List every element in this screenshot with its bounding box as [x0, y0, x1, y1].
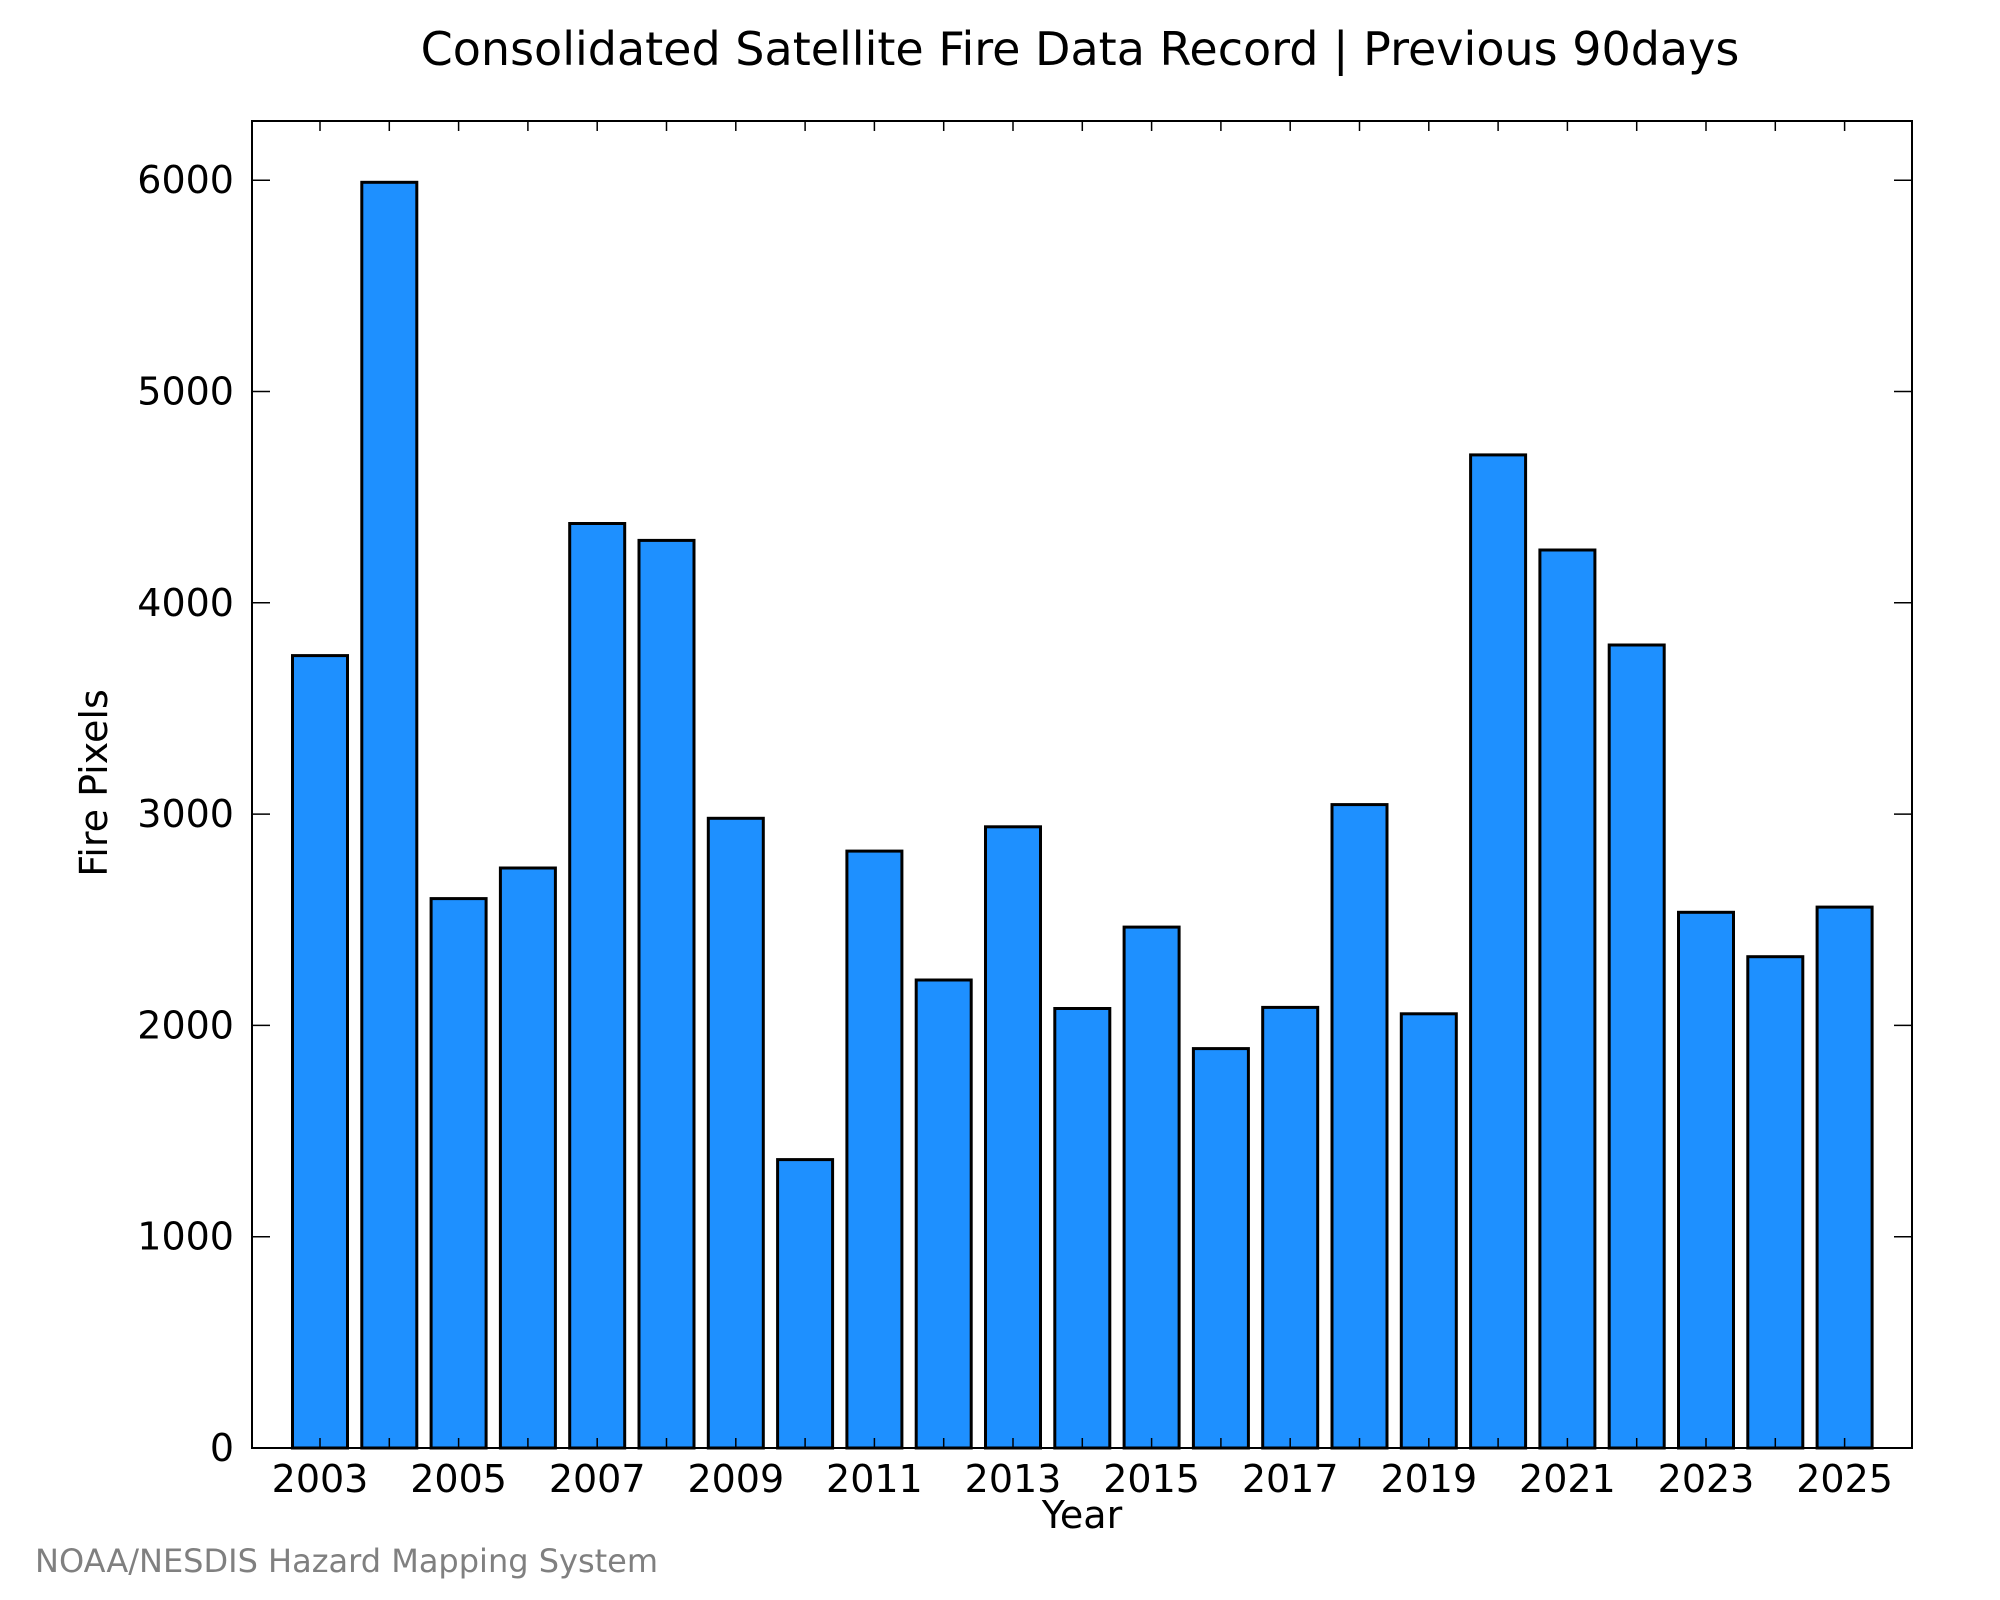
bars-layer: [291, 180, 1874, 1450]
bar-2006: [498, 866, 557, 1450]
y-tick-label-0: 0: [210, 1426, 234, 1470]
y-tick-label-2000: 2000: [137, 1003, 234, 1047]
bar-2021: [1538, 548, 1597, 1450]
x-tick-label-2023: 2023: [1658, 1457, 1755, 1501]
x-tick-label-2025: 2025: [1796, 1457, 1893, 1501]
chart-title: Consolidated Satellite Fire Data Record …: [421, 22, 1740, 77]
x-axis-label: Year: [1041, 1493, 1123, 1537]
bar-2024: [1746, 955, 1805, 1450]
y-tick-label-1000: 1000: [137, 1215, 234, 1259]
y-tick-label-5000: 5000: [137, 370, 234, 414]
bar-2010: [776, 1158, 835, 1450]
credit-text: NOAA/NESDIS Hazard Mapping System: [35, 1542, 658, 1580]
y-axis-label: Fire Pixels: [72, 689, 116, 877]
bar-2009: [706, 816, 765, 1450]
bar-2015: [1122, 925, 1181, 1450]
y-tick-label-3000: 3000: [137, 792, 234, 836]
x-tick-label-2017: 2017: [1242, 1457, 1339, 1501]
bar-2004: [360, 180, 419, 1450]
bar-2016: [1191, 1047, 1250, 1450]
x-tick-label-2009: 2009: [687, 1457, 784, 1501]
x-tick-label-2011: 2011: [826, 1457, 923, 1501]
bar-2005: [429, 897, 488, 1450]
x-tick-label-2019: 2019: [1380, 1457, 1477, 1501]
bar-2018: [1330, 803, 1389, 1450]
y-tick-label-6000: 6000: [137, 158, 234, 202]
y-tick-label-4000: 4000: [137, 581, 234, 625]
x-tick-label-2013: 2013: [965, 1457, 1062, 1501]
x-tick-label-2007: 2007: [549, 1457, 646, 1501]
bar-2012: [914, 978, 973, 1450]
x-tick-label-2021: 2021: [1519, 1457, 1616, 1501]
bar-2003: [291, 654, 349, 1450]
bar-2022: [1607, 643, 1666, 1450]
bar-2011: [845, 849, 904, 1450]
bar-2013: [984, 825, 1042, 1450]
x-tick-label-2003: 2003: [272, 1457, 369, 1501]
x-tick-label-2005: 2005: [410, 1457, 507, 1501]
bar-2014: [1053, 1007, 1112, 1450]
bar-2020: [1469, 453, 1528, 1450]
bar-2007: [568, 522, 627, 1450]
bar-2008: [637, 538, 696, 1450]
bar-2023: [1677, 910, 1735, 1450]
y-axis: 0 1000 2000 3000 4000 5000 6000: [137, 158, 1912, 1470]
bar-2017: [1261, 1005, 1320, 1450]
bar-2019: [1399, 1012, 1458, 1450]
bar-2025: [1815, 905, 1874, 1450]
x-tick-label-2015: 2015: [1103, 1457, 1200, 1501]
x-axis: 2003 2005 2007 2009 2011 2013 2015 2017 2019 2021…: [272, 121, 1893, 1501]
